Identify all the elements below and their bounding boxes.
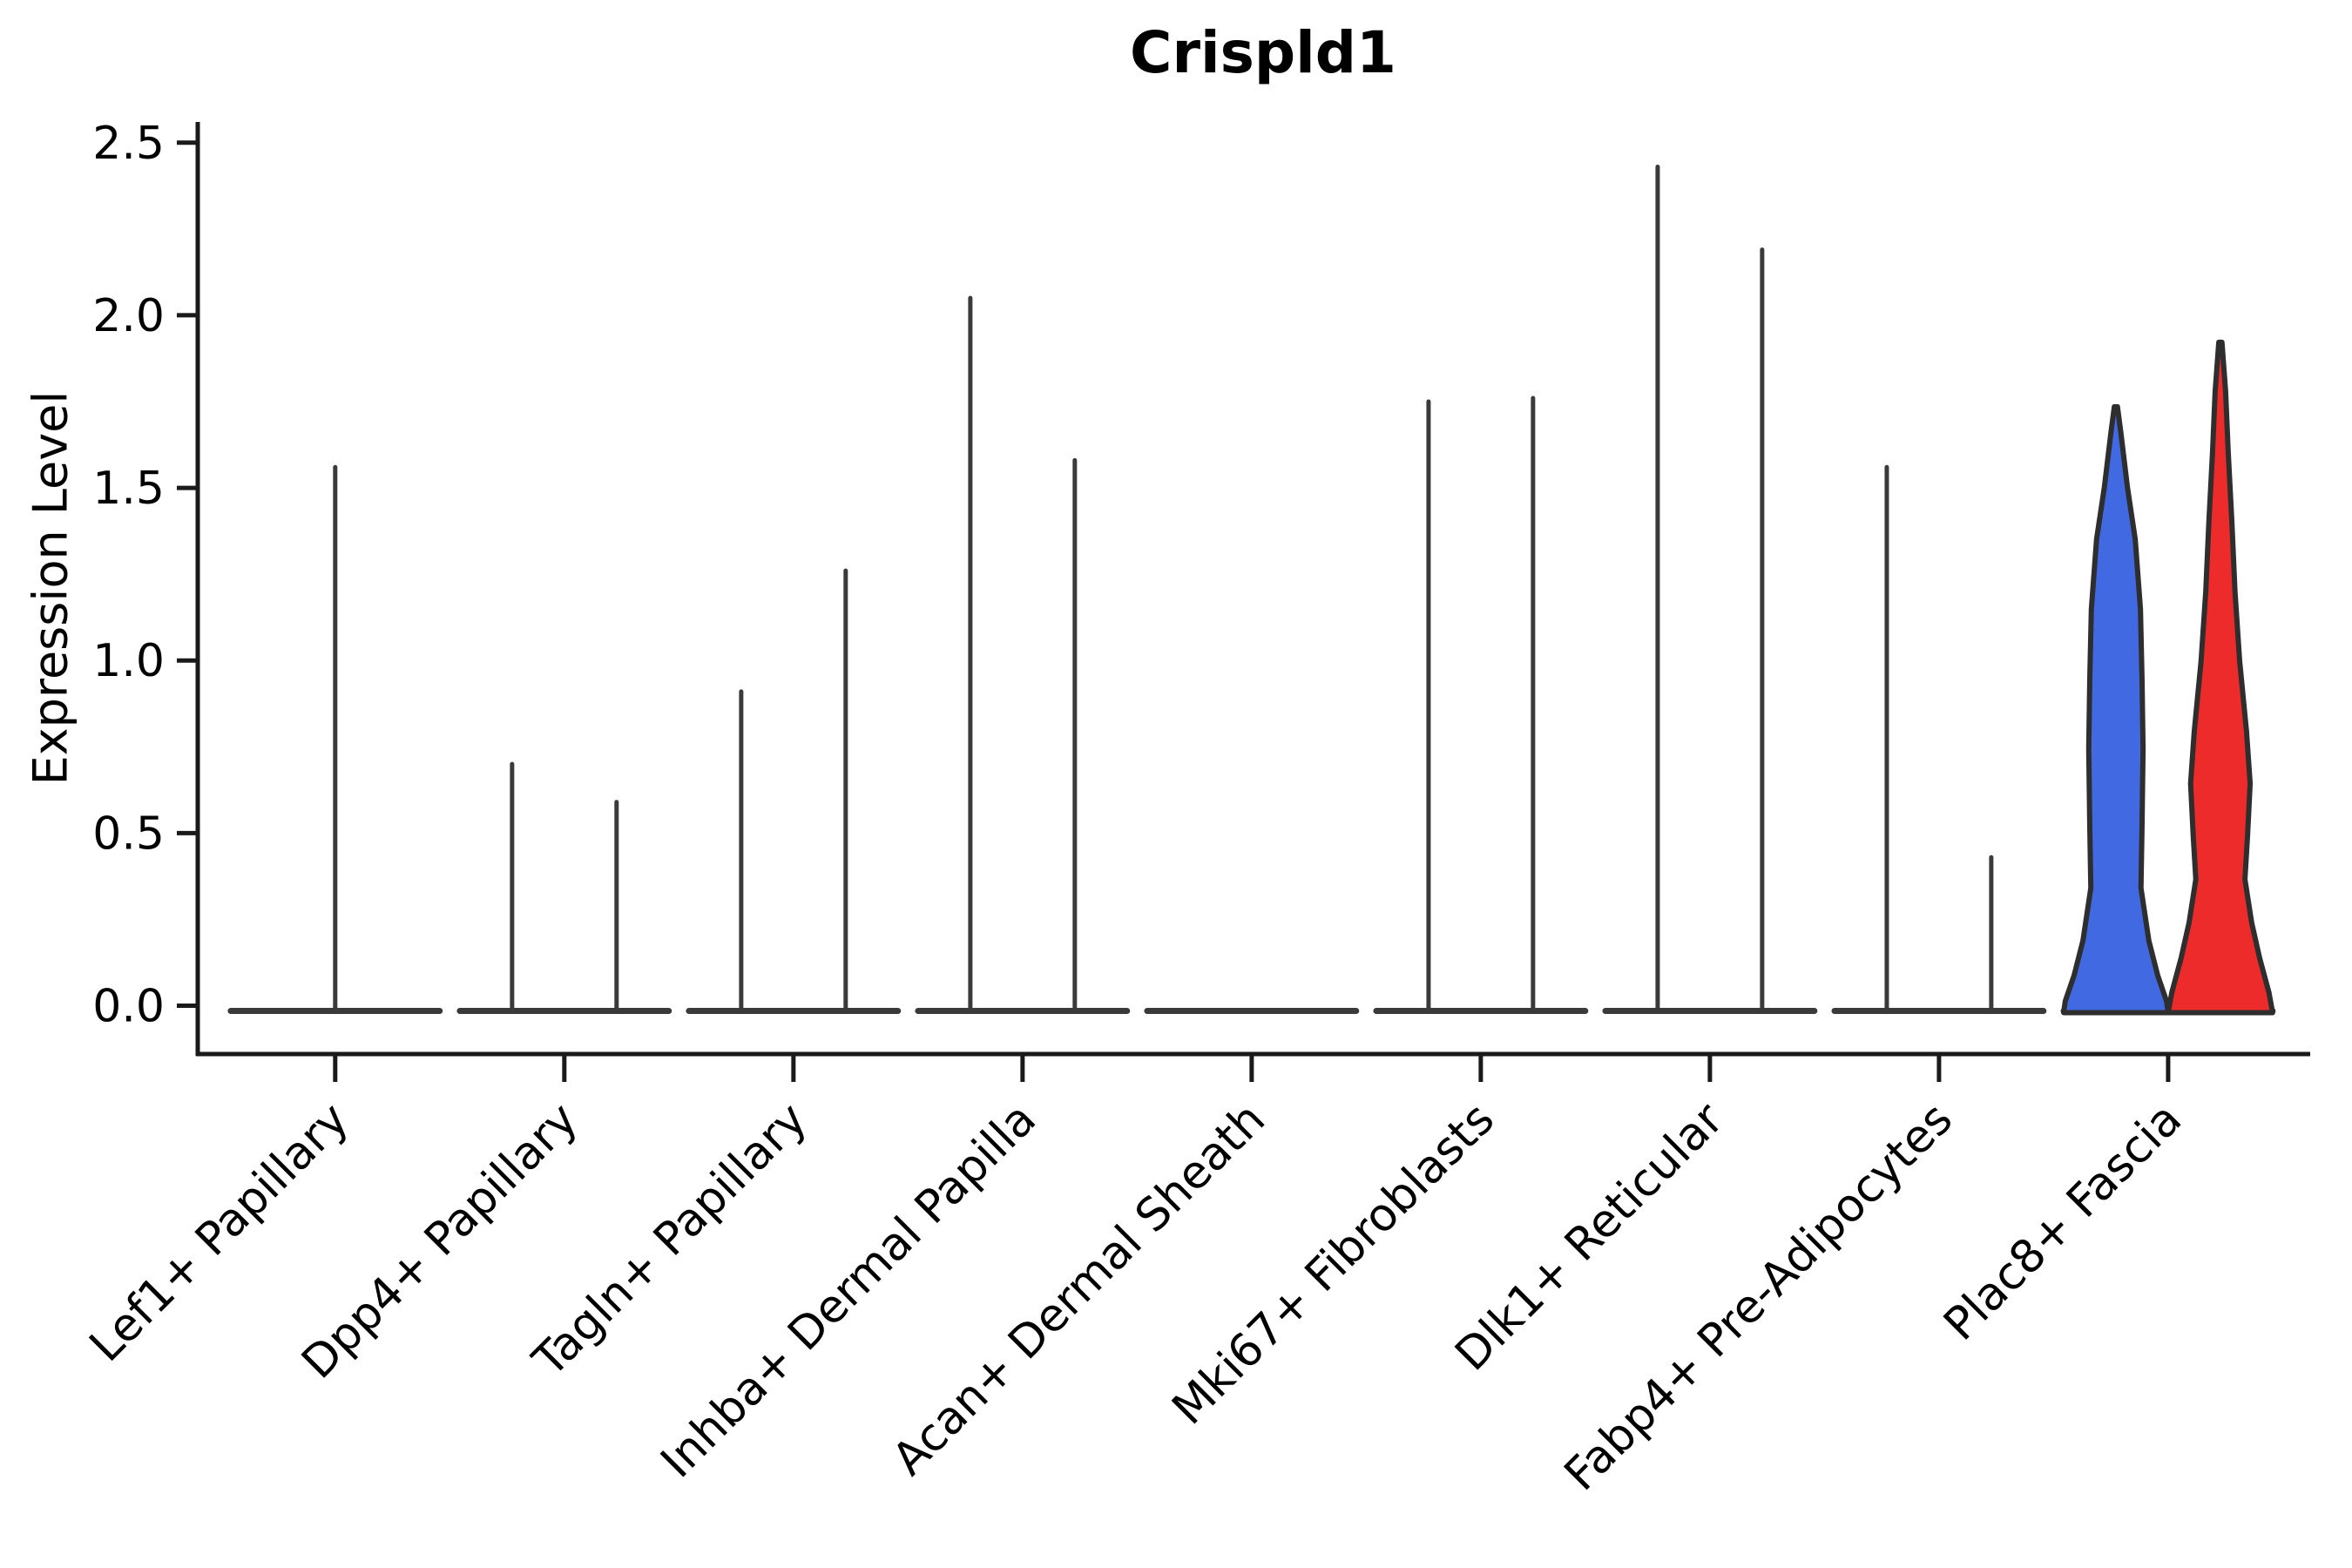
x-tick-label: Inhba+ Dermal Papilla bbox=[652, 1093, 1046, 1488]
y-axis-label: Expression Level bbox=[23, 390, 78, 786]
violin-body-red bbox=[2165, 339, 2275, 1016]
x-tick-label: Acan+ Dermal Sheath bbox=[882, 1093, 1275, 1486]
y-tick-label: 2.5 bbox=[92, 118, 165, 170]
x-tick-label: Fabp4+ Pre-Adipocytes bbox=[1555, 1093, 1963, 1501]
chart-title: Crispld1 bbox=[1130, 19, 1396, 86]
y-tick-label: 0.5 bbox=[92, 808, 165, 860]
x-tick-label: Plac8+ Fascia bbox=[1934, 1093, 2192, 1351]
y-tick-label: 1.5 bbox=[92, 463, 165, 515]
y-tick-label: 2.0 bbox=[92, 290, 165, 342]
y-tick-label: 0.0 bbox=[92, 981, 165, 1033]
violin-body-blue bbox=[2060, 403, 2171, 1016]
y-tick-label: 1.0 bbox=[92, 635, 165, 687]
